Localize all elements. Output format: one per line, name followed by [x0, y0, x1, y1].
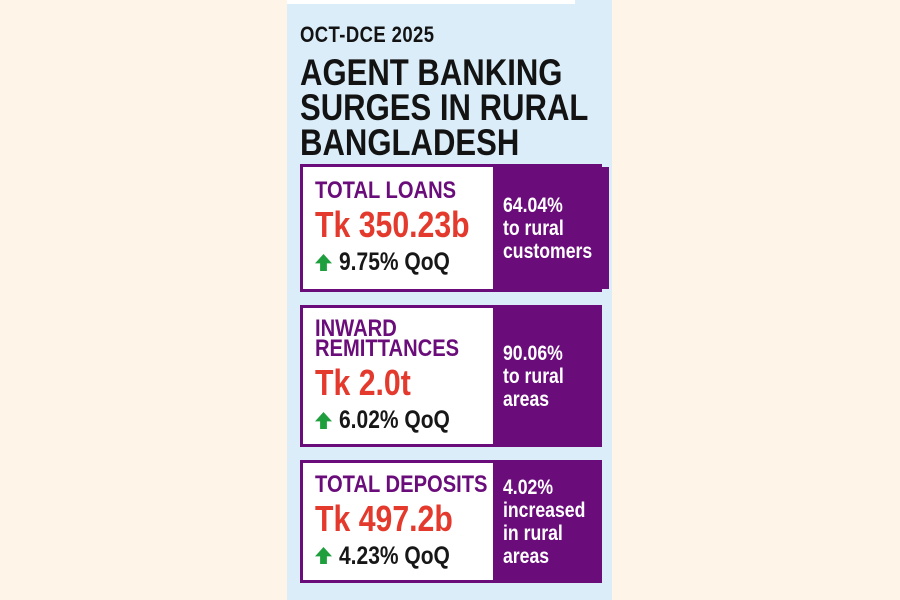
title-line-3: BANGLADESH — [300, 122, 520, 163]
stat-card-total-loans: TOTAL LOANS Tk 350.23b 9.75% QoQ 64.04% … — [300, 164, 610, 292]
up-arrow-icon — [315, 253, 332, 271]
infographic-panel: OCT-DCE 2025 AGENT BANKING SURGES IN RUR… — [287, 0, 612, 600]
card-value: Tk 350.23b — [315, 204, 470, 245]
card-change-text: 9.75% QoQ — [339, 248, 450, 276]
card-change-text: 4.23% QoQ — [339, 541, 450, 570]
infographic-title: AGENT BANKING SURGES IN RURAL BANGLADESH — [300, 52, 643, 163]
up-arrow-icon — [315, 547, 332, 564]
card-main-total-deposits: TOTAL DEPOSITS Tk 497.2b 4.23% QoQ — [303, 463, 493, 580]
card-value: Tk 497.2b — [315, 497, 453, 539]
stat-card-total-deposits: TOTAL DEPOSITS Tk 497.2b 4.23% QoQ 4.02%… — [300, 460, 602, 583]
card-label: TOTAL LOANS — [315, 177, 457, 204]
card-change-row: 4.23% QoQ — [315, 543, 493, 569]
card-main-inward-remittances: INWARD REMITTANCES Tk 2.0t 6.02% QoQ — [303, 308, 493, 444]
card-change-row: 9.75% QoQ — [315, 249, 493, 275]
up-arrow-icon — [315, 411, 332, 429]
period-label-text: OCT-DCE 2025 — [300, 22, 435, 47]
period-label: OCT-DCE 2025 — [300, 24, 460, 46]
card-side-note: 4.02% increased in rural areas — [493, 463, 602, 580]
card-side-note: 90.06% to rural areas — [493, 308, 599, 444]
card-change-text: 6.02% QoQ — [339, 406, 450, 434]
stat-card-inward-remittances: INWARD REMITTANCES Tk 2.0t 6.02% QoQ 90.… — [300, 305, 602, 447]
top-white-strip — [287, 0, 575, 4]
card-label: TOTAL DEPOSITS — [315, 470, 488, 498]
card-side-note: 64.04% to rural customers — [493, 167, 610, 289]
card-label: REMITTANCES — [315, 335, 460, 362]
card-change-row: 6.02% QoQ — [315, 407, 493, 433]
title-line-1: AGENT BANKING — [300, 52, 563, 93]
card-main-total-loans: TOTAL LOANS Tk 350.23b 9.75% QoQ — [303, 167, 493, 289]
card-label: INWARD — [315, 315, 397, 342]
card-value: Tk 2.0t — [315, 362, 411, 403]
title-line-2: SURGES IN RURAL — [300, 87, 589, 128]
